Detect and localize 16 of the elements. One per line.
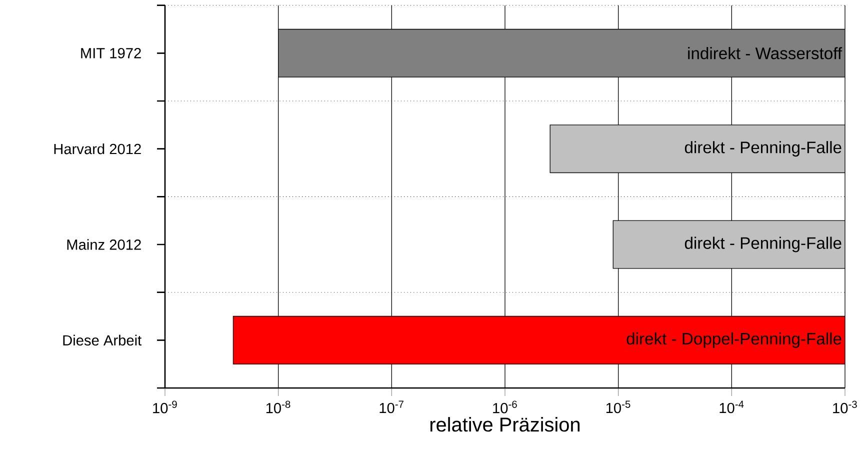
- x-tick-label: 10$^{-5}$: [606, 400, 630, 414]
- x-tick-label: 10$^{-8}$: [266, 400, 290, 414]
- annotation: direkt - Penning-Falle: [684, 141, 842, 157]
- x-tick-label: 10$^{-9}$: [153, 400, 177, 414]
- y-tick-label: Mainz 2012: [67, 239, 141, 250]
- y-tick-label: MIT 1972: [81, 48, 141, 58]
- x-tick-label: 10$^{-3}$: [833, 400, 857, 414]
- annotation: indirekt - Wasserstoff: [688, 47, 842, 60]
- y-tick-label: Harvard 2012: [54, 143, 141, 154]
- annotation: direkt - Penning-Falle: [684, 236, 842, 252]
- x-axis-title: relative Präzision: [430, 417, 580, 432]
- x-tick-label: 10$^{-7}$: [380, 400, 404, 414]
- y-tick-label: Diese Arbeit: [63, 334, 142, 346]
- annotation: direkt - Doppel-Penning-Falle: [626, 332, 842, 348]
- x-tick-label: 10$^{-6}$: [493, 400, 517, 414]
- x-tick-label: 10$^{-4}$: [720, 400, 744, 414]
